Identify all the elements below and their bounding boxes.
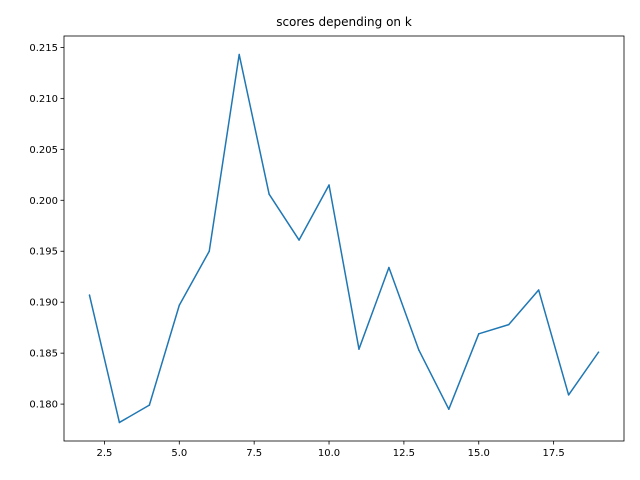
- x-tick-label: 12.5: [393, 448, 415, 459]
- y-tick-label: 0.205: [29, 145, 58, 156]
- x-tick-label: 5.0: [171, 448, 187, 459]
- data-point: [118, 421, 121, 424]
- y-tick-label: 0.200: [29, 196, 58, 207]
- data-point: [208, 250, 210, 252]
- y-tick-label: 0.180: [29, 400, 58, 411]
- data-point: [418, 349, 420, 351]
- y-tick-label: 0.185: [29, 349, 58, 360]
- data-point: [298, 239, 300, 241]
- x-tick-label: 2.5: [96, 448, 112, 459]
- chart-title: scores depending on k: [276, 15, 412, 29]
- series-line: [88, 53, 600, 424]
- axes-frame: [63, 35, 625, 442]
- data-point: [88, 294, 91, 296]
- data-point: [178, 304, 181, 307]
- data-point: [597, 351, 600, 353]
- data-point: [238, 53, 240, 56]
- data-point: [507, 323, 510, 326]
- data-point: [537, 289, 540, 291]
- x-tick-label: 15.0: [468, 448, 490, 459]
- x-tick-label: 17.5: [542, 448, 564, 459]
- data-point: [358, 348, 360, 350]
- y-tick-label: 0.210: [29, 94, 58, 105]
- data-point: [148, 404, 151, 406]
- data-point: [388, 266, 390, 269]
- x-tick-label: 7.5: [246, 448, 262, 459]
- data-point: [567, 394, 570, 396]
- data-point: [478, 333, 480, 335]
- data-point: [328, 184, 330, 186]
- data-point: [448, 408, 450, 410]
- y-tick-label: 0.195: [29, 247, 58, 258]
- y-tick-label: 0.215: [29, 43, 58, 54]
- x-tick-label: 10.0: [318, 448, 340, 459]
- data-point: [268, 193, 270, 195]
- plot-area: 2.5 5.0 7.5 10.0 12.5 15.0 17.5 0.180 0.185 0.190…: [29, 35, 625, 459]
- y-tick-label: 0.190: [29, 298, 58, 309]
